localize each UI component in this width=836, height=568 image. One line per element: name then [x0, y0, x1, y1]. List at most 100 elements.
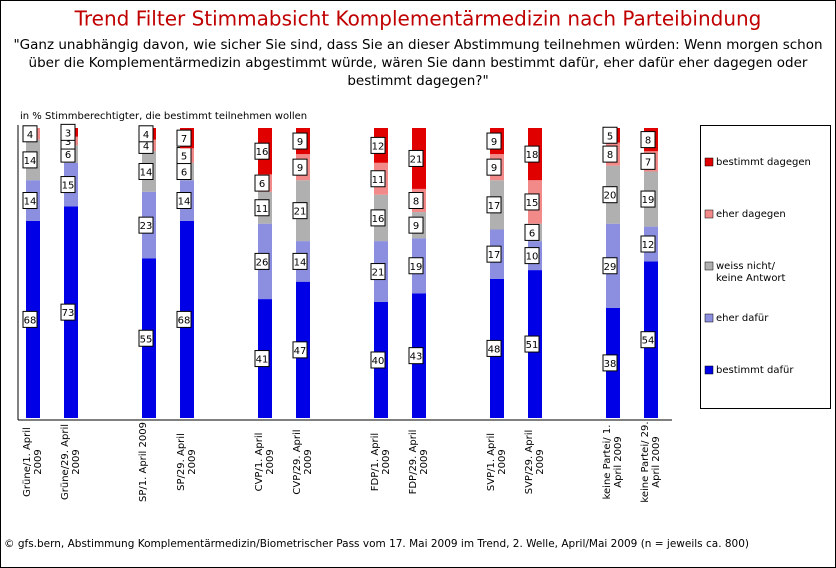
data-label: 23 — [140, 221, 153, 232]
label-box — [254, 199, 270, 217]
label-box — [254, 142, 270, 160]
legend-box — [700, 125, 831, 409]
data-label: 3 — [65, 137, 71, 148]
data-label: 68 — [24, 315, 37, 326]
data-label: 40 — [372, 356, 385, 367]
label-box — [408, 216, 424, 234]
data-label: 14 — [24, 156, 37, 167]
x-tick-label: FDP/29. April 2009 — [408, 429, 430, 495]
data-label: 5 — [607, 131, 613, 142]
data-label: 18 — [526, 150, 539, 161]
data-label: 17 — [488, 250, 501, 261]
label-box — [22, 125, 38, 143]
label-box — [292, 202, 308, 220]
label-box — [486, 245, 502, 263]
legend-swatch — [704, 365, 714, 375]
x-tick-label: SVP/1. April 2009 — [486, 432, 508, 492]
data-label: 54 — [642, 336, 655, 347]
label-box — [138, 163, 154, 180]
label-box — [370, 209, 386, 227]
data-label: 26 — [256, 257, 269, 268]
data-label: 19 — [642, 195, 655, 206]
legend-swatch — [704, 261, 714, 271]
chart-title: Trend Filter Stimmabsicht Komplementärme… — [74, 7, 762, 31]
label-box — [640, 190, 656, 208]
x-tick-label: CVP/1. April 2009 — [254, 432, 276, 492]
data-label: 17 — [488, 201, 501, 212]
label-box — [486, 158, 502, 176]
data-label: 38 — [604, 359, 617, 370]
label-box — [602, 354, 618, 372]
label-box — [60, 123, 76, 141]
data-label: 9 — [297, 137, 303, 148]
y-label: in % Stimmberechtigter, die bestimmt tei… — [20, 111, 307, 122]
label-box — [640, 131, 656, 149]
x-tick-label: Grüne/1. April 2009 — [22, 427, 44, 497]
data-label: 12 — [642, 240, 655, 251]
label-box — [408, 149, 424, 167]
label-box — [176, 129, 192, 147]
data-label: 8 — [607, 150, 613, 161]
label-box — [486, 132, 502, 150]
data-label: 6 — [259, 179, 265, 190]
label-box — [602, 257, 618, 275]
label-box — [370, 170, 386, 188]
legend-swatch — [704, 209, 714, 219]
label-box — [22, 192, 38, 209]
label-box — [524, 193, 540, 211]
data-label: 5 — [181, 152, 187, 163]
data-label: 8 — [645, 136, 651, 147]
label-box — [60, 176, 76, 194]
data-label: 4 — [143, 141, 149, 152]
data-label: 43 — [410, 352, 423, 363]
data-label: 14 — [24, 197, 37, 208]
data-label: 48 — [488, 344, 501, 355]
x-tick-label: CVP/29. April 2009 — [292, 429, 314, 495]
label-box — [370, 263, 386, 281]
data-label: 7 — [181, 134, 187, 145]
x-tick-label: keine Partei/ 1. April 2009 — [602, 424, 624, 500]
legend-label: bestimmt dafür — [716, 365, 794, 376]
label-box — [602, 145, 618, 163]
data-label: 55 — [140, 334, 153, 345]
data-label: 14 — [178, 197, 191, 208]
label-box — [254, 252, 270, 270]
x-tick-label: Grüne/29. April 2009 — [60, 424, 82, 500]
data-label: 14 — [294, 257, 307, 268]
legend-label: weiss nicht/keine Antwort — [716, 261, 786, 284]
label-box — [22, 310, 38, 328]
data-label: 11 — [372, 175, 385, 186]
label-box — [138, 329, 154, 347]
data-label: 29 — [604, 262, 617, 273]
label-box — [524, 223, 540, 241]
data-label: 4 — [143, 130, 149, 141]
label-box — [138, 216, 154, 234]
label-box — [524, 335, 540, 353]
data-label: 3 — [65, 128, 71, 139]
data-label: 19 — [410, 262, 423, 273]
data-label: 10 — [526, 252, 539, 263]
label-box — [370, 136, 386, 154]
data-label: 51 — [526, 340, 539, 351]
data-label: 6 — [181, 168, 187, 179]
label-box — [640, 331, 656, 349]
label-box — [524, 247, 540, 265]
label-box — [176, 192, 192, 209]
chart-subtitle: "Ganz unabhängig davon, wie sicher Sie s… — [13, 37, 823, 89]
data-label: 21 — [294, 207, 307, 218]
data-label: 16 — [372, 214, 385, 225]
data-label: 11 — [256, 204, 269, 215]
x-tick-label: SP/1. April 2009 — [138, 422, 149, 502]
legend-swatch — [704, 157, 714, 167]
data-label: 21 — [410, 154, 423, 165]
footer: © gfs.bern, Abstimmung Komplementärmediz… — [4, 538, 750, 550]
label-box — [524, 145, 540, 163]
data-label: 12 — [372, 141, 385, 152]
label-box — [486, 196, 502, 214]
legend-label: eher dagegen — [716, 209, 786, 220]
label-box — [60, 303, 76, 321]
data-label: 9 — [413, 221, 419, 232]
data-label: 73 — [62, 308, 75, 319]
label-box — [292, 341, 308, 359]
